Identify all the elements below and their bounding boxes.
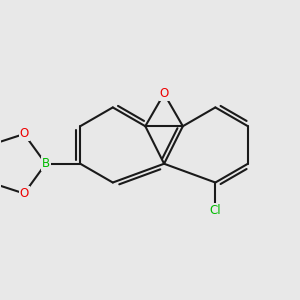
- Text: Cl: Cl: [210, 204, 221, 217]
- Text: O: O: [160, 87, 169, 100]
- Text: O: O: [20, 128, 29, 140]
- Text: O: O: [20, 187, 29, 200]
- Text: B: B: [42, 157, 50, 170]
